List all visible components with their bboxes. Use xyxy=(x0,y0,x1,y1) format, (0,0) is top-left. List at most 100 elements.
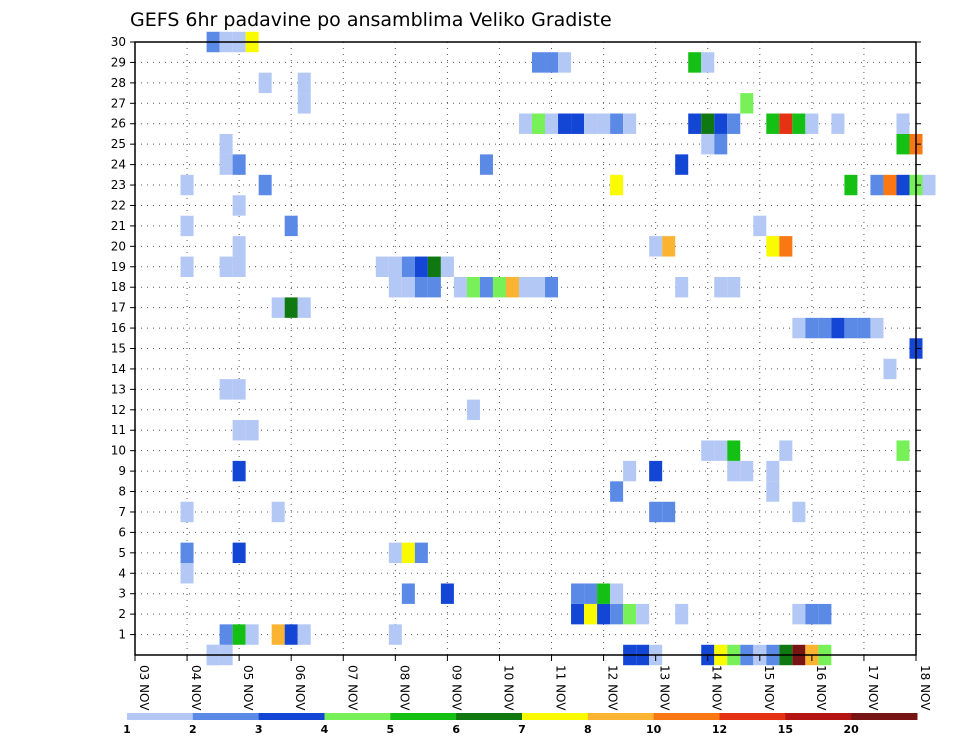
y-tick-label: 3 xyxy=(118,587,126,601)
precip-cell xyxy=(571,603,585,625)
precip-cell xyxy=(818,317,832,339)
precip-cell xyxy=(479,154,493,175)
precip-cell xyxy=(532,276,546,298)
precip-cell xyxy=(792,317,806,339)
precip-cell xyxy=(896,174,910,196)
precip-cell xyxy=(727,113,741,134)
precip-cell xyxy=(558,52,572,73)
precip-cell xyxy=(584,113,598,134)
x-tick-label: 18 NOV xyxy=(918,665,932,711)
precip-cell xyxy=(571,583,585,604)
precip-cell xyxy=(727,460,741,482)
precip-cell xyxy=(401,276,415,298)
precip-cell xyxy=(701,133,715,155)
precip-cell xyxy=(232,624,246,645)
legend-label: 20 xyxy=(844,723,860,736)
legend-label: 2 xyxy=(189,723,197,736)
precip-cell xyxy=(844,174,858,196)
precip-cell xyxy=(180,215,194,237)
precip-cell xyxy=(297,72,311,94)
y-tick-label: 30 xyxy=(111,35,126,49)
precip-cell xyxy=(870,174,884,196)
x-tick-label: 08 NOV xyxy=(397,665,411,711)
legend-swatch xyxy=(785,713,852,720)
precip-cell xyxy=(701,113,715,134)
x-tick-label: 12 NOV xyxy=(606,665,620,711)
y-tick-label: 6 xyxy=(118,525,126,539)
precip-cell xyxy=(545,52,559,73)
y-tick-label: 11 xyxy=(111,423,126,437)
legend-swatch xyxy=(587,713,655,720)
y-tick-label: 9 xyxy=(118,464,126,478)
precip-cell xyxy=(180,174,194,196)
precip-cell xyxy=(219,133,233,155)
precip-cell xyxy=(440,256,454,277)
precip-cell xyxy=(649,236,663,257)
precip-cell xyxy=(245,624,259,645)
precip-cell xyxy=(297,624,311,645)
precip-cell xyxy=(219,154,233,175)
precip-cell xyxy=(375,256,389,277)
y-tick-label: 25 xyxy=(111,137,126,151)
precip-cell xyxy=(662,236,676,257)
precip-cell xyxy=(623,113,637,134)
y-tick-label: 2 xyxy=(118,607,126,621)
precip-cell xyxy=(844,317,858,339)
precip-cell xyxy=(766,113,780,134)
y-tick-label: 27 xyxy=(111,96,126,110)
precip-cell xyxy=(219,256,233,277)
precip-cell xyxy=(414,276,428,298)
precip-cell xyxy=(180,563,194,584)
precip-cell xyxy=(766,481,780,502)
precip-cell xyxy=(584,603,598,625)
precip-cell xyxy=(466,399,480,421)
x-tick-label: 13 NOV xyxy=(658,665,672,711)
y-tick-label: 16 xyxy=(111,321,126,335)
precip-cell xyxy=(675,603,689,625)
grid xyxy=(135,42,916,655)
precip-cell xyxy=(232,460,246,482)
precip-cell xyxy=(857,317,871,339)
legend-label: 3 xyxy=(255,723,263,736)
y-tick-label: 12 xyxy=(111,403,126,417)
y-tick-label: 22 xyxy=(111,198,126,212)
y-tick-label: 14 xyxy=(111,362,126,376)
precip-cell xyxy=(779,440,793,461)
precip-cell xyxy=(284,215,298,237)
precip-cell xyxy=(545,113,559,134)
legend-label: 15 xyxy=(778,723,793,736)
precip-cell xyxy=(610,481,624,502)
precip-cell xyxy=(401,583,415,604)
precip-cell xyxy=(805,603,819,625)
precip-cell xyxy=(610,603,624,625)
x-tick-label: 07 NOV xyxy=(345,665,359,711)
legend: 1 2 3 4 5 6 7 8 10 12 15 20 xyxy=(123,713,918,736)
x-tick-label: 17 NOV xyxy=(866,665,880,711)
x-axis: 03 NOV 04 NOV 05 NOV 06 NOV 07 NOV 08 NOV 09 N… xyxy=(134,655,932,711)
precip-cell xyxy=(623,603,637,625)
y-tick-label: 17 xyxy=(111,301,126,315)
precip-cell xyxy=(818,603,832,625)
precip-cell xyxy=(610,174,624,196)
x-tick-label: 05 NOV xyxy=(241,665,255,711)
precip-cell xyxy=(492,276,506,298)
y-tick-label: 15 xyxy=(111,342,126,356)
precip-cell xyxy=(232,256,246,277)
precip-cell xyxy=(284,297,298,318)
precip-cell xyxy=(271,297,285,318)
legend-swatch xyxy=(522,713,589,720)
precip-cell xyxy=(688,113,702,134)
y-tick-label: 28 xyxy=(111,76,126,90)
precip-cell xyxy=(388,276,402,298)
precip-cell xyxy=(180,256,194,277)
precip-cell xyxy=(271,624,285,645)
precip-cell xyxy=(388,624,402,645)
precip-cell xyxy=(831,317,845,339)
precip-cell xyxy=(714,113,728,134)
precip-cell xyxy=(427,256,441,277)
precip-cell xyxy=(532,52,546,73)
precip-cell xyxy=(518,113,533,134)
precip-cell xyxy=(532,113,546,134)
precip-cell xyxy=(649,460,663,482)
y-tick-label: 1 xyxy=(118,628,126,642)
